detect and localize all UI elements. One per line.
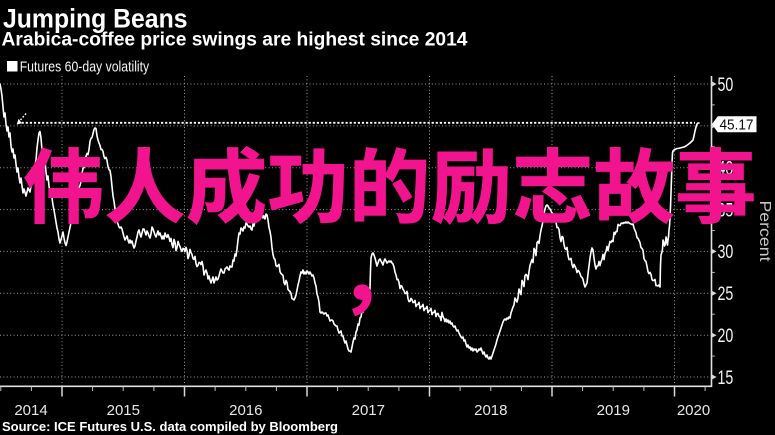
svg-text:50: 50 bbox=[718, 75, 734, 96]
svg-text:2015: 2015 bbox=[107, 402, 140, 419]
svg-text:30: 30 bbox=[718, 242, 734, 263]
svg-text:2014: 2014 bbox=[14, 402, 47, 419]
svg-text:2020: 2020 bbox=[677, 402, 710, 419]
svg-text:Source: ICE Futures U.S. data: Source: ICE Futures U.S. data compiled b… bbox=[2, 419, 338, 434]
svg-text:2018: 2018 bbox=[474, 402, 507, 419]
svg-text:2017: 2017 bbox=[352, 402, 385, 419]
svg-text:Percent: Percent bbox=[756, 201, 773, 263]
svg-text:2019: 2019 bbox=[597, 402, 630, 419]
svg-text:Futures 60-day volatility: Futures 60-day volatility bbox=[20, 59, 150, 76]
svg-text:20: 20 bbox=[718, 326, 734, 347]
svg-text:15: 15 bbox=[718, 368, 734, 389]
svg-text:45.17: 45.17 bbox=[720, 118, 754, 134]
svg-text:25: 25 bbox=[718, 284, 734, 305]
svg-text:Jumping Beans: Jumping Beans bbox=[3, 3, 188, 33]
svg-text:Arabica-coffee price swings ar: Arabica-coffee price swings are highest … bbox=[2, 30, 468, 51]
svg-text:2016: 2016 bbox=[229, 402, 262, 419]
